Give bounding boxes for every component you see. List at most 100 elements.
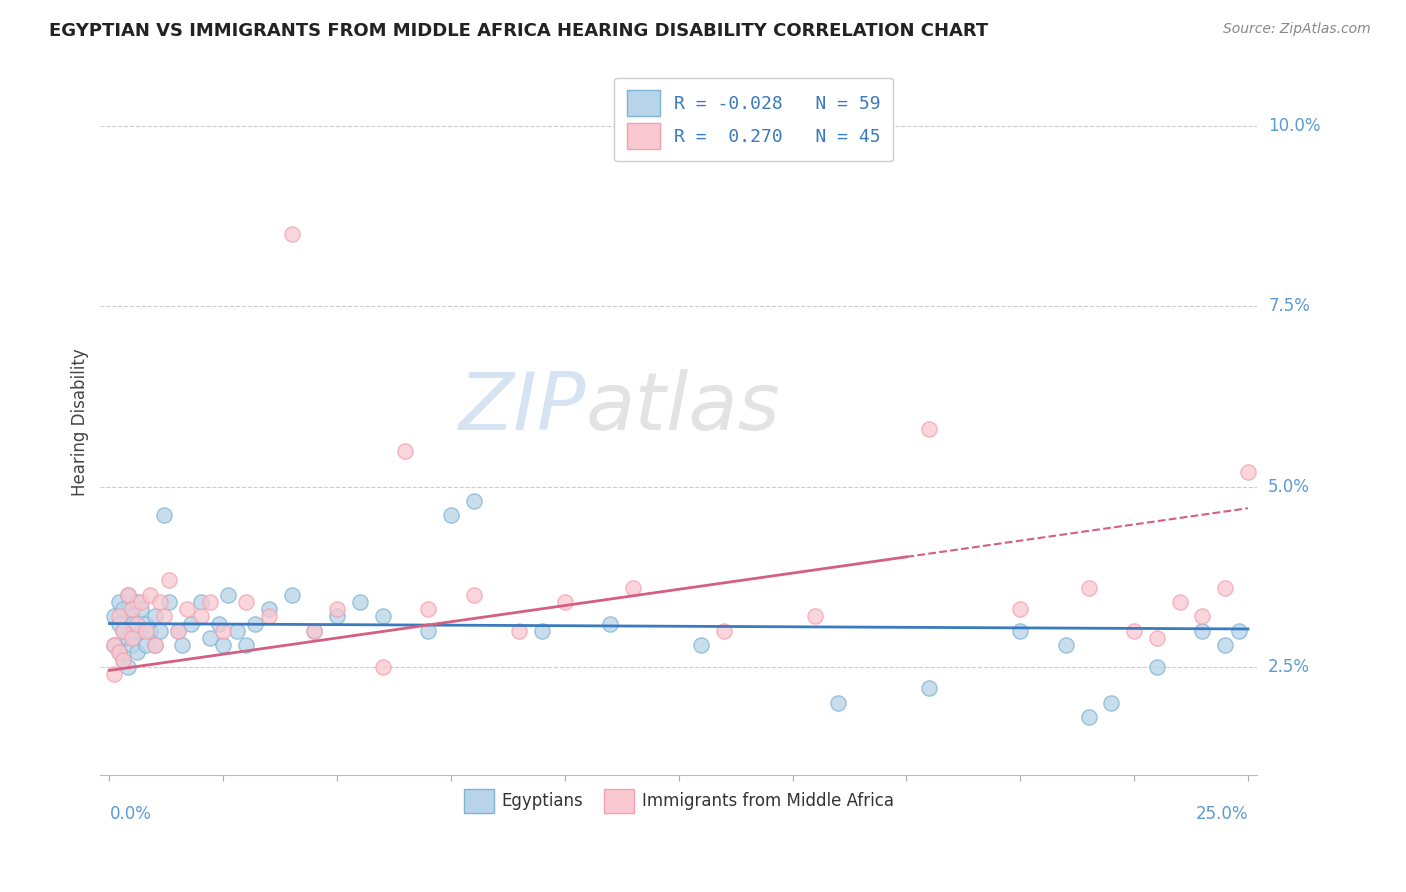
Point	[804, 609, 827, 624]
Point	[371, 609, 394, 624]
Point	[143, 609, 166, 624]
Point	[117, 588, 139, 602]
Point	[599, 616, 621, 631]
Point	[135, 638, 157, 652]
Point	[508, 624, 530, 638]
Point	[1191, 609, 1213, 624]
Point	[135, 624, 157, 638]
Text: Source: ZipAtlas.com: Source: ZipAtlas.com	[1223, 22, 1371, 37]
Point	[125, 645, 148, 659]
Point	[621, 581, 644, 595]
Point	[208, 616, 231, 631]
Point	[280, 588, 302, 602]
Point	[235, 638, 257, 652]
Point	[117, 660, 139, 674]
Point	[257, 602, 280, 616]
Point	[121, 631, 143, 645]
Point	[112, 624, 135, 638]
Point	[1191, 624, 1213, 638]
Point	[1213, 638, 1236, 652]
Point	[107, 609, 129, 624]
Point	[153, 609, 176, 624]
Point	[304, 624, 326, 638]
Point	[143, 638, 166, 652]
Point	[112, 602, 135, 616]
Point	[918, 681, 941, 696]
Text: ZIP: ZIP	[458, 368, 586, 447]
Point	[326, 602, 349, 616]
Point	[107, 645, 129, 659]
Point	[463, 588, 485, 602]
Point	[103, 667, 125, 681]
Point	[1146, 631, 1168, 645]
Point	[217, 588, 239, 602]
Point	[148, 624, 170, 638]
Point	[117, 588, 139, 602]
Point	[157, 595, 180, 609]
Point	[212, 624, 235, 638]
Point	[139, 588, 162, 602]
Point	[245, 616, 267, 631]
Point	[1227, 624, 1250, 638]
Text: 2.5%: 2.5%	[1268, 657, 1310, 676]
Text: 25.0%: 25.0%	[1195, 805, 1249, 823]
Point	[180, 616, 202, 631]
Point	[1077, 581, 1099, 595]
Point	[103, 638, 125, 652]
Point	[112, 652, 135, 666]
Point	[554, 595, 576, 609]
Point	[198, 595, 221, 609]
Point	[135, 616, 157, 631]
Point	[125, 595, 148, 609]
Point	[235, 595, 257, 609]
Point	[394, 443, 416, 458]
Text: 0.0%: 0.0%	[110, 805, 152, 823]
Point	[190, 595, 212, 609]
Point	[1146, 660, 1168, 674]
Point	[257, 609, 280, 624]
Point	[131, 602, 153, 616]
Point	[1099, 696, 1122, 710]
Point	[1010, 624, 1032, 638]
Point	[226, 624, 249, 638]
Y-axis label: Hearing Disability: Hearing Disability	[72, 348, 89, 496]
Point	[1054, 638, 1077, 652]
Point	[121, 638, 143, 652]
Point	[418, 602, 440, 616]
Point	[371, 660, 394, 674]
Point	[827, 696, 849, 710]
Point	[166, 624, 188, 638]
Text: atlas: atlas	[586, 368, 780, 447]
Point	[131, 595, 153, 609]
Point	[125, 616, 148, 631]
Point	[1123, 624, 1146, 638]
Point	[131, 624, 153, 638]
Point	[198, 631, 221, 645]
Point	[1077, 710, 1099, 724]
Point	[1168, 595, 1191, 609]
Point	[121, 602, 143, 616]
Point	[172, 638, 194, 652]
Point	[112, 624, 135, 638]
Point	[121, 616, 143, 631]
Text: EGYPTIAN VS IMMIGRANTS FROM MIDDLE AFRICA HEARING DISABILITY CORRELATION CHART: EGYPTIAN VS IMMIGRANTS FROM MIDDLE AFRIC…	[49, 22, 988, 40]
Point	[107, 595, 129, 609]
Point	[440, 508, 463, 523]
Point	[212, 638, 235, 652]
Point	[157, 574, 180, 588]
Point	[121, 609, 143, 624]
Text: 5.0%: 5.0%	[1268, 477, 1310, 496]
Point	[148, 595, 170, 609]
Point	[117, 631, 139, 645]
Point	[166, 624, 188, 638]
Point	[713, 624, 735, 638]
Point	[280, 227, 302, 242]
Point	[690, 638, 713, 652]
Point	[190, 609, 212, 624]
Point	[918, 422, 941, 436]
Point	[418, 624, 440, 638]
Point	[1213, 581, 1236, 595]
Point	[304, 624, 326, 638]
Legend: Egyptians, Immigrants from Middle Africa: Egyptians, Immigrants from Middle Africa	[457, 782, 901, 820]
Point	[107, 645, 129, 659]
